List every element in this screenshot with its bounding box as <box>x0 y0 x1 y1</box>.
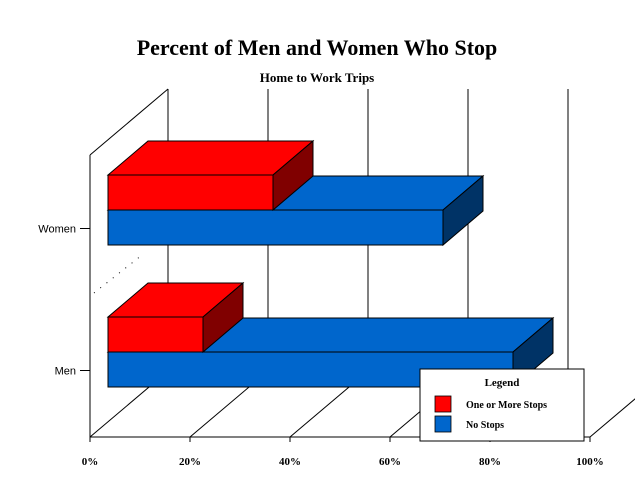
bar-women-one-or-more-stops <box>106 139 315 212</box>
x-tick-label-0: 0% <box>82 456 99 468</box>
chart-title: Percent of Men and Women Who Stop <box>137 35 498 60</box>
x-tick-label-4: 80% <box>479 456 501 468</box>
x-tick-label-1: 20% <box>179 456 201 468</box>
x-tick-labels: 0% 20% 40% 60% 80% 100% <box>82 456 604 468</box>
x-tick-label-5: 100% <box>576 456 604 468</box>
bar-men-one-or-more-stops-front <box>107 316 204 353</box>
x-tick-label-3: 60% <box>379 456 401 468</box>
bars <box>106 139 555 389</box>
bar-men-one-or-more-stops <box>106 281 245 354</box>
legend-label-one-or-more-stops: One or More Stops <box>466 400 547 411</box>
category-label-women: Women <box>38 224 76 236</box>
legend-swatch-one-or-more-stops <box>434 395 452 413</box>
gridline-floor-5 <box>589 398 635 438</box>
chart-subtitle: Home to Work Trips <box>260 70 374 85</box>
bar-women-one-or-more-stops-front <box>107 174 274 211</box>
legend-title: Legend <box>485 377 520 389</box>
legend-label-no-stops: No Stops <box>466 420 504 431</box>
legend-swatch-no-stops <box>434 415 452 433</box>
x-tick-label-2: 40% <box>279 456 301 468</box>
wall-top-edge <box>89 88 169 156</box>
category-labels: Women Men <box>38 224 90 378</box>
bar-women-no-stops-front <box>107 209 444 246</box>
legend: Legend One or More Stops No Stops <box>419 368 585 442</box>
category-divider <box>93 254 143 294</box>
category-label-men: Men <box>55 366 76 378</box>
